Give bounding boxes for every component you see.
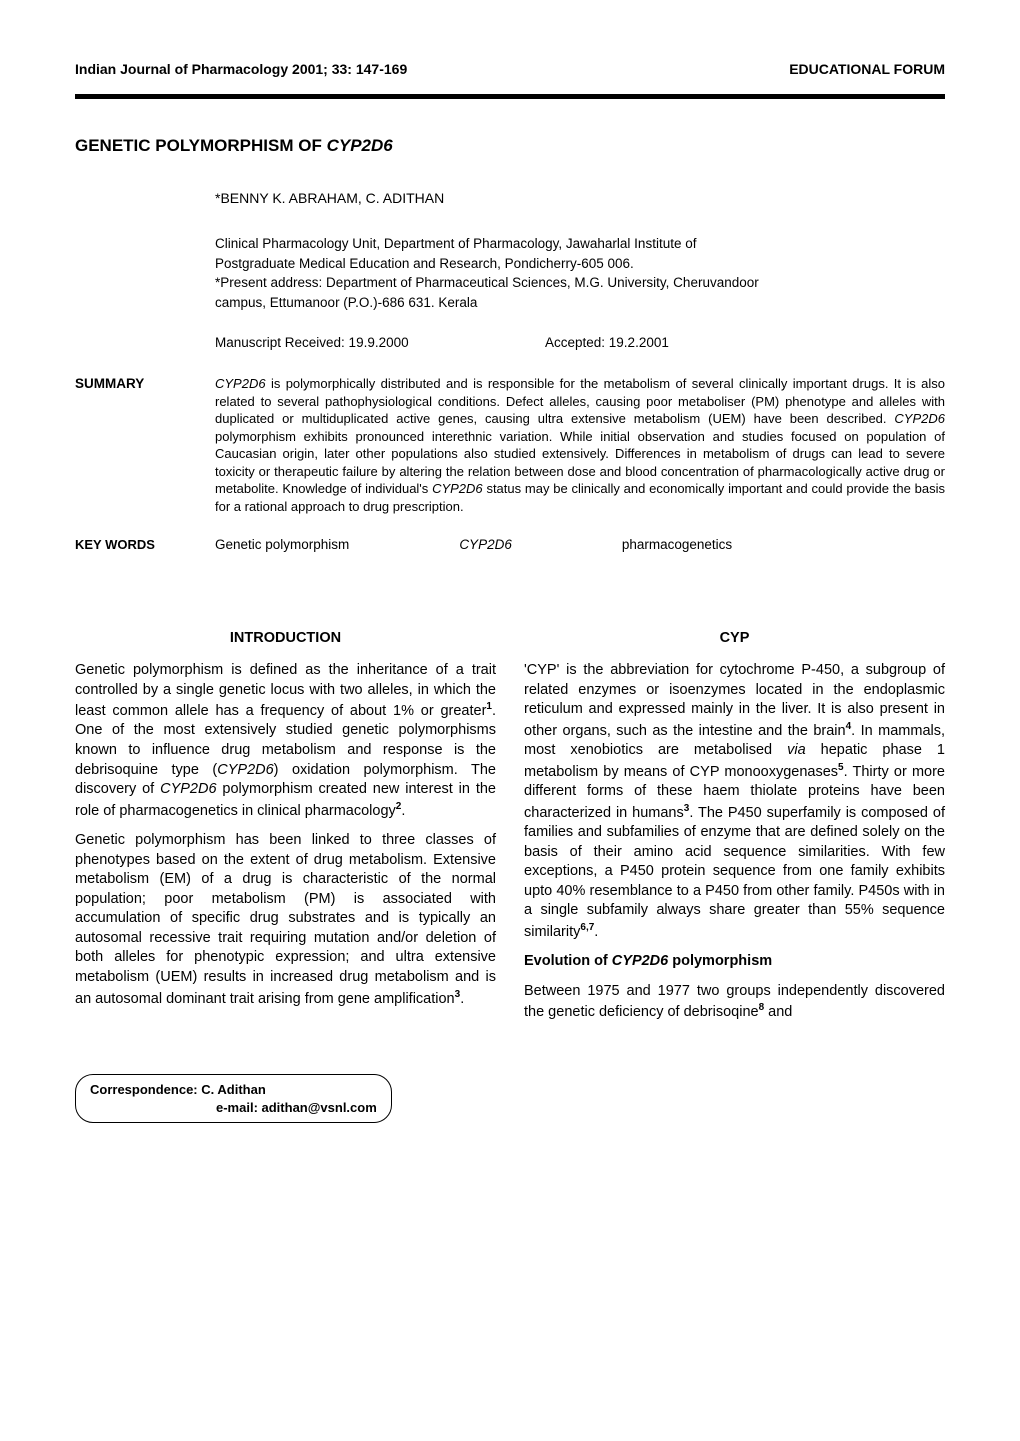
sub-c: polymorphism [668, 953, 772, 969]
summary-ital-2: CYP2D6 [894, 411, 945, 426]
intro-para-2: Genetic polymorphism has been linked to … [75, 831, 496, 1009]
p1-ital-1: CYP2D6 [217, 762, 273, 778]
article-title: GENETIC POLYMORPHISM OF CYP2D6 [75, 134, 945, 158]
p2-seg-a: Genetic polymorphism has been linked to … [75, 832, 496, 1006]
dates-row: Manuscript Received: 19.9.2000 Accepted:… [215, 334, 945, 353]
rp1-ref-4: 6,7 [580, 922, 594, 933]
rp1-ital-via: via [787, 742, 806, 758]
keyword-3: pharmacogenetics [622, 536, 732, 555]
correspondence-box: Correspondence: C. Adithan e-mail: adith… [75, 1074, 392, 1123]
rp2-seg-a: Between 1975 and 1977 two groups indepen… [524, 983, 945, 1020]
p1-seg-g: . [401, 803, 405, 819]
intro-para-1: Genetic polymorphism is defined as the i… [75, 661, 496, 821]
header-row: Indian Journal of Pharmacology 2001; 33:… [75, 60, 945, 80]
title-italic: CYP2D6 [327, 136, 393, 155]
summary-text: CYP2D6 is polymorphically distributed an… [215, 375, 945, 515]
summary-label: SUMMARY [75, 375, 215, 515]
journal-citation: Indian Journal of Pharmacology 2001; 33:… [75, 60, 407, 80]
p1-ital-2: CYP2D6 [160, 781, 216, 797]
cyp-para-1: 'CYP' is the abbreviation for cytochrome… [524, 661, 945, 942]
correspondence-email: e-mail: adithan@vsnl.com [216, 1099, 377, 1117]
summary-seg-1: is polymorphically distributed and is re… [215, 376, 945, 426]
evolution-para-1: Between 1975 and 1977 two groups indepen… [524, 982, 945, 1023]
summary-ital-3: CYP2D6 [432, 481, 483, 496]
correspondence-name: C. Adithan [201, 1082, 266, 1097]
forum-label: EDUCATIONAL FORUM [789, 60, 945, 80]
right-column: CYP 'CYP' is the abbreviation for cytoch… [524, 629, 945, 1123]
left-column: INTRODUCTION Genetic polymorphism is def… [75, 629, 496, 1123]
title-prefix: GENETIC POLYMORPHISM OF [75, 136, 327, 155]
affiliation: Clinical Pharmacology Unit, Department o… [215, 234, 775, 312]
rp1-seg-f: . The P450 superfamily is composed of fa… [524, 804, 945, 939]
cyp-heading: CYP [524, 629, 945, 649]
sub-a: Evolution of [524, 953, 612, 969]
p1-seg-a: Genetic polymorphism is defined as the i… [75, 662, 496, 719]
keyword-1: Genetic polymorphism [215, 536, 349, 555]
manuscript-accepted: Accepted: 19.2.2001 [545, 334, 669, 353]
correspondence-label: Correspondence: [90, 1081, 198, 1099]
rp2-seg-b: and [764, 1004, 792, 1020]
manuscript-received: Manuscript Received: 19.9.2000 [215, 334, 545, 353]
keyword-2: CYP2D6 [459, 536, 512, 555]
keywords-block: KEY WORDS Genetic polymorphism CYP2D6 ph… [75, 536, 945, 555]
evolution-heading: Evolution of CYP2D6 polymorphism [524, 952, 945, 972]
summary-block: SUMMARY CYP2D6 is polymorphically distri… [75, 375, 945, 515]
authors: *BENNY K. ABRAHAM, C. ADITHAN [215, 189, 945, 209]
summary-ital-1: CYP2D6 [215, 376, 266, 391]
p2-seg-b: . [460, 990, 464, 1006]
rp1-seg-g: . [594, 924, 598, 940]
keywords-label: KEY WORDS [75, 536, 215, 554]
sub-b: CYP2D6 [612, 953, 668, 969]
introduction-heading: INTRODUCTION [75, 629, 496, 649]
top-divider [75, 94, 945, 99]
body-columns: INTRODUCTION Genetic polymorphism is def… [75, 629, 945, 1123]
